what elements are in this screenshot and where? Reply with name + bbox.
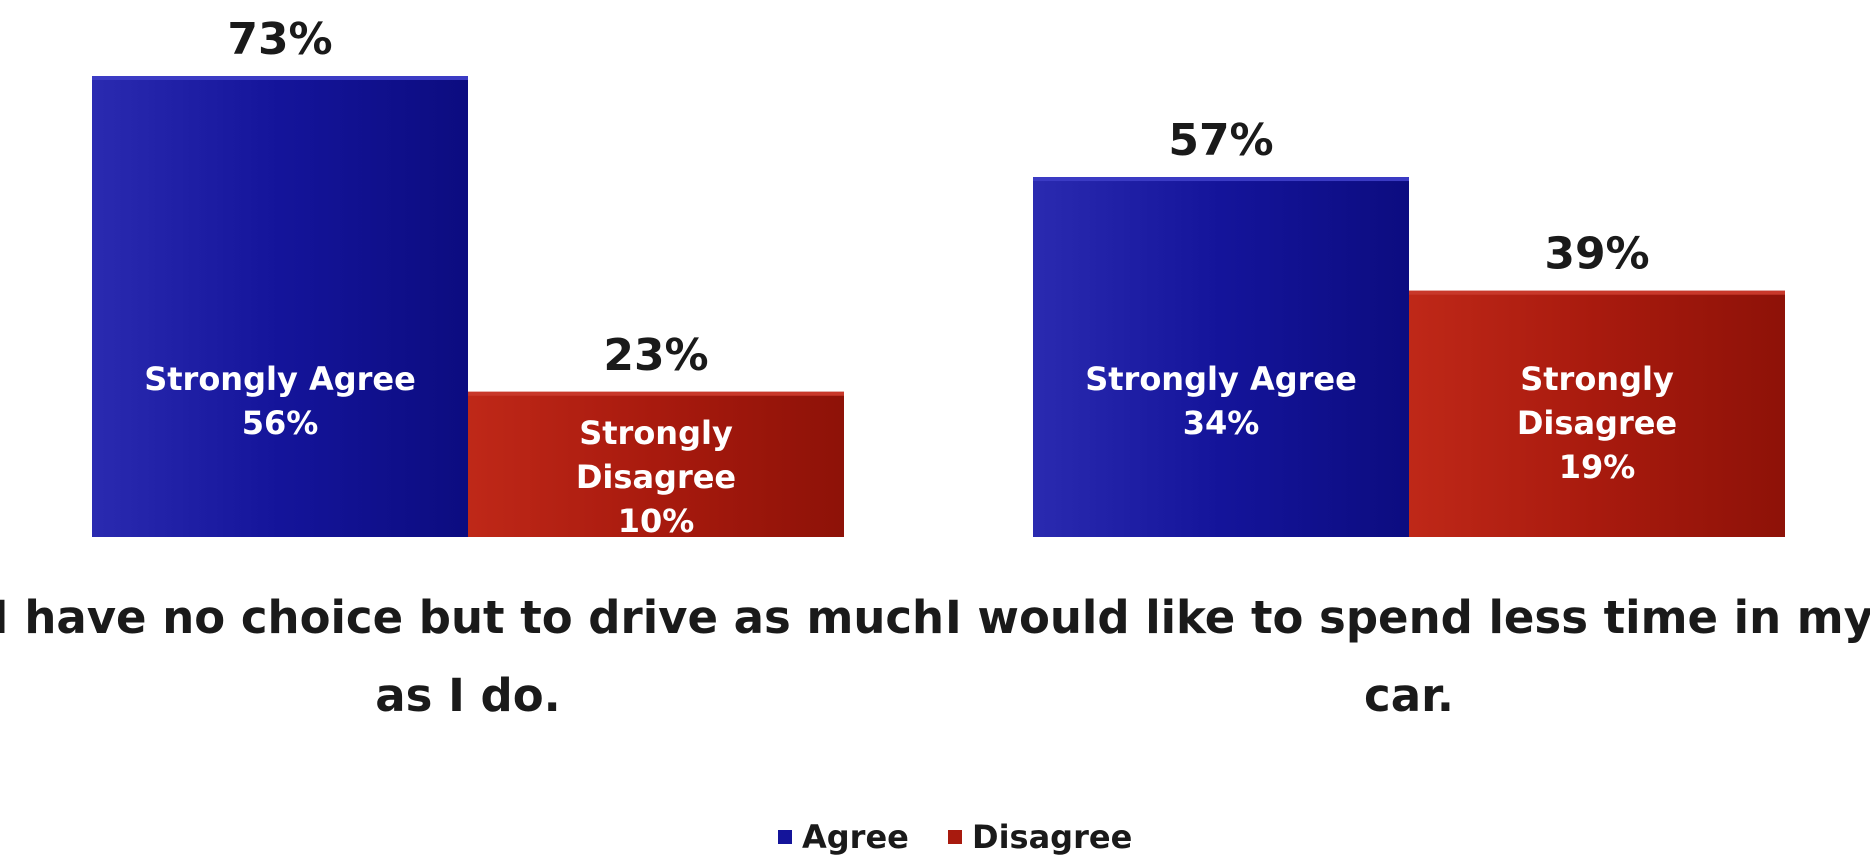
inner-label-line: 34% [1183,404,1260,442]
value-label-disagree-2: 39% [1544,229,1649,280]
legend: Agree Disagree [778,818,1132,856]
inner-label-line: Strongly Agree [1085,360,1357,398]
category-label-line: as I do. [375,669,560,722]
value-label-agree-2: 57% [1168,115,1273,166]
inner-label-line: Disagree [1517,404,1677,442]
inner-label-line: Disagree [576,458,736,496]
inner-label-agree-2: Strongly Agree 34% [1085,360,1357,442]
legend-item-disagree: Disagree [948,818,1132,856]
bar-disagree-2 [1409,290,1785,537]
legend-label-disagree: Disagree [972,818,1132,856]
bar-agree-1 [92,76,468,537]
value-label-agree-1: 73% [227,14,332,65]
bar-top-edge-agree-1 [92,76,468,80]
inner-label-line: 19% [1559,448,1636,486]
labels-layer: 73% Strongly Agree 56% 23% Strongly Disagree 1… [144,14,1677,540]
inner-label-line: Strongly [1520,360,1674,398]
bar-top-edge-disagree-2 [1409,290,1785,295]
legend-label-agree: Agree [802,818,909,856]
category-label-line: I have no choice but to drive as much [0,591,944,644]
inner-label-line: Strongly Agree [144,360,416,398]
inner-label-line: 10% [618,502,695,540]
value-label-disagree-1: 23% [603,330,708,381]
bars-layer [92,76,1785,538]
bar-disagree-1 [468,391,844,537]
bar-top-edge-disagree-1 [468,391,844,396]
category-label-line: I would like to spend less time in my [945,591,1870,644]
category-label-1: I have no choice but to drive as much as … [0,591,944,722]
legend-item-agree: Agree [778,818,909,856]
inner-label-agree-1: Strongly Agree 56% [144,360,416,442]
inner-label-disagree-1: Strongly Disagree 10% [576,414,736,540]
inner-label-disagree-2: Strongly Disagree 19% [1517,360,1677,486]
bar-top-edge-agree-2 [1033,177,1409,182]
inner-label-line: 56% [242,404,319,442]
bar-agree-2 [1033,177,1409,538]
inner-label-line: Strongly [579,414,733,452]
category-label-2: I would like to spend less time in my car… [945,591,1870,722]
legend-swatch-agree [778,830,792,844]
category-label-line: car. [1364,669,1454,722]
category-labels: I have no choice but to drive as much as … [0,591,1870,722]
legend-swatch-disagree [948,830,962,844]
